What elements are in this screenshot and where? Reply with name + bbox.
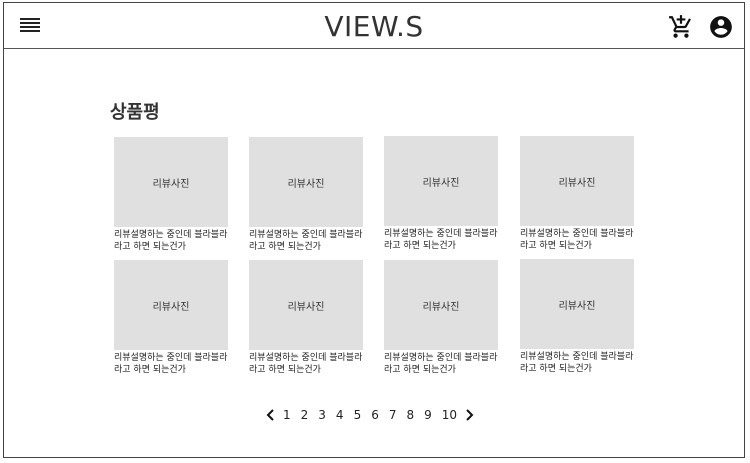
review-card[interactable]: 리뷰사진 리뷰설명하는 중인데 블라블라라고 하면 되는건가: [384, 136, 500, 252]
review-photo-label: 리뷰사진: [558, 300, 596, 312]
review-description: 리뷰설명하는 중인데 블라블라라고 하면 되는건가: [384, 353, 498, 375]
review-description: 리뷰설명하는 중인데 블라블라라고 하면 되는건가: [114, 230, 228, 252]
page-number-1[interactable]: 1: [283, 408, 291, 422]
review-description: 리뷰설명하는 중인데 블라블라라고 하면 되는건가: [249, 230, 363, 252]
account-circle-icon[interactable]: [708, 14, 734, 40]
review-photo-label: 리뷰사진: [152, 178, 190, 190]
site-logo[interactable]: VIEW.S: [324, 10, 424, 43]
review-photo[interactable]: 리뷰사진: [249, 260, 363, 350]
review-photo-label: 리뷰사진: [422, 301, 460, 313]
hamburger-menu-icon[interactable]: [20, 17, 40, 33]
review-card[interactable]: 리뷰사진 리뷰설명하는 중인데 블라블라라고 하면 되는건가: [384, 260, 500, 376]
review-description: 리뷰설명하는 중인데 블라블라라고 하면 되는건가: [114, 353, 228, 375]
section-title: 상품평: [110, 102, 160, 123]
review-card[interactable]: 리뷰사진 리뷰설명하는 중인데 블라블라라고 하면 되는건가: [114, 260, 230, 376]
review-description: 리뷰설명하는 중인데 블라블라라고 하면 되는건가: [520, 229, 634, 251]
review-photo[interactable]: 리뷰사진: [249, 137, 363, 227]
chevron-left-icon[interactable]: [264, 408, 278, 422]
page-frame: VIEW.S 상품평 리뷰사진 리뷰설명하는 중인데 블라블라라고 하면 되는건…: [3, 2, 745, 458]
page-number-5[interactable]: 5: [353, 408, 362, 422]
review-photo[interactable]: 리뷰사진: [520, 259, 634, 349]
chevron-right-icon[interactable]: [462, 408, 476, 422]
page-number-3[interactable]: 3: [318, 408, 326, 422]
review-photo-label: 리뷰사진: [152, 301, 190, 313]
review-description: 리뷰설명하는 중인데 블라블라라고 하면 되는건가: [249, 353, 363, 375]
review-photo[interactable]: 리뷰사진: [384, 136, 498, 226]
review-photo-label: 리뷰사진: [422, 177, 460, 189]
pagination: 1 2 3 4 5 6 7 8 9 10: [264, 405, 476, 425]
review-photo[interactable]: 리뷰사진: [114, 260, 228, 350]
review-photo[interactable]: 리뷰사진: [520, 136, 634, 226]
review-card[interactable]: 리뷰사진 리뷰설명하는 중인데 블라블라라고 하면 되는건가: [520, 259, 636, 375]
review-card[interactable]: 리뷰사진 리뷰설명하는 중인데 블라블라라고 하면 되는건가: [249, 260, 365, 376]
page-number-7[interactable]: 7: [388, 408, 397, 422]
review-card[interactable]: 리뷰사진 리뷰설명하는 중인데 블라블라라고 하면 되는건가: [114, 137, 230, 253]
review-card[interactable]: 리뷰사진 리뷰설명하는 중인데 블라블라라고 하면 되는건가: [520, 136, 636, 252]
page-number-2[interactable]: 2: [300, 408, 309, 422]
review-photo[interactable]: 리뷰사진: [114, 137, 228, 227]
review-photo[interactable]: 리뷰사진: [384, 260, 498, 350]
review-card[interactable]: 리뷰사진 리뷰설명하는 중인데 블라블라라고 하면 되는건가: [249, 137, 365, 253]
review-description: 리뷰설명하는 중인데 블라블라라고 하면 되는건가: [384, 229, 498, 251]
review-description: 리뷰설명하는 중인데 블라블라라고 하면 되는건가: [520, 352, 634, 374]
page-number-8[interactable]: 8: [406, 408, 415, 422]
top-header: VIEW.S: [4, 3, 744, 49]
page-number-9[interactable]: 9: [424, 408, 432, 422]
page-number-4[interactable]: 4: [335, 408, 344, 422]
shopping-cart-add-icon[interactable]: [668, 14, 694, 40]
page-number-10[interactable]: 10: [441, 408, 458, 422]
review-photo-label: 리뷰사진: [558, 177, 596, 189]
review-photo-label: 리뷰사진: [287, 178, 325, 190]
page-number-6[interactable]: 6: [371, 408, 379, 422]
review-photo-label: 리뷰사진: [287, 301, 325, 313]
